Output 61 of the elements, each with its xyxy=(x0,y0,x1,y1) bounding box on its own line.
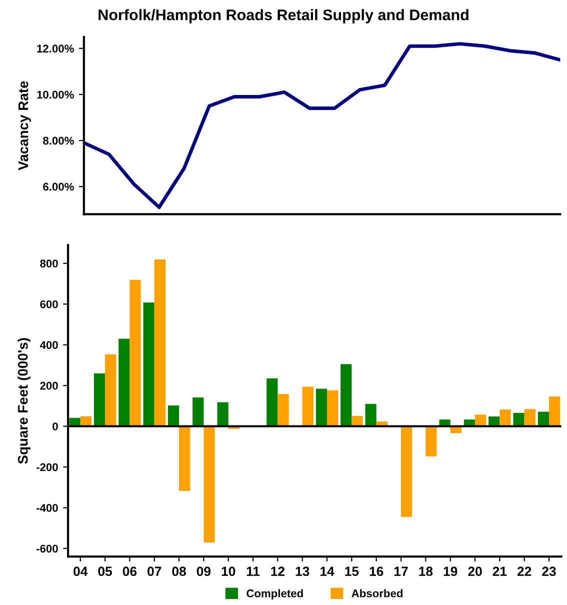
y-tick-label: -600 xyxy=(36,544,58,553)
bar xyxy=(365,404,376,426)
line-series xyxy=(84,42,560,209)
x-tick-label: 11 xyxy=(246,566,260,576)
bar xyxy=(401,426,412,517)
x-tick-label: 10 xyxy=(222,566,236,576)
x-tick-label: 20 xyxy=(468,566,482,576)
x-tick-label: 04 xyxy=(74,566,88,576)
y-tick-label: 10.00% xyxy=(37,90,74,99)
x-tick-label: 21 xyxy=(492,566,507,576)
legend-label: Completed xyxy=(246,589,303,600)
bar xyxy=(130,280,141,426)
x-tick-label: 17 xyxy=(394,566,408,576)
bar xyxy=(94,373,106,426)
x-tick-label: 19 xyxy=(444,566,458,576)
bar xyxy=(266,378,278,426)
x-tick-label: 23 xyxy=(542,566,556,576)
bar xyxy=(500,410,511,426)
bar xyxy=(340,364,352,426)
bar xyxy=(192,398,204,426)
bar xyxy=(143,302,154,426)
chart-title: Norfolk/Hampton Roads Retail Supply and Demand xyxy=(98,9,468,24)
x-tick-label: 12 xyxy=(271,566,284,576)
bar xyxy=(154,259,166,426)
x-tick-label: 13 xyxy=(296,566,310,576)
y-tick-label: -200 xyxy=(36,463,58,472)
x-tick-label: 05 xyxy=(98,566,112,576)
bar xyxy=(118,338,130,426)
x-tick-label: 22 xyxy=(517,566,532,576)
bar xyxy=(524,409,536,426)
y-tick-label: 0 xyxy=(52,422,58,430)
x-tick-label: 09 xyxy=(196,566,211,576)
x-tick-label: 16 xyxy=(370,566,384,576)
bar xyxy=(316,388,328,426)
y-tick-label: 8.00% xyxy=(43,136,74,145)
legend-label: Absorbed xyxy=(352,589,402,598)
x-tick-label: 18 xyxy=(419,566,433,576)
y-tick-label: 6.00% xyxy=(43,182,74,191)
bar xyxy=(278,394,289,426)
y-tick-label: -400 xyxy=(36,504,58,512)
bar xyxy=(426,426,437,456)
x-tick-label: 06 xyxy=(122,566,137,576)
bar xyxy=(204,426,215,543)
bar xyxy=(217,402,228,426)
y-tick-label: 200 xyxy=(40,382,58,390)
bar xyxy=(105,354,116,426)
y-tick-label: 12.00% xyxy=(37,44,74,53)
x-tick-label: 14 xyxy=(320,566,334,576)
bar xyxy=(168,405,180,426)
y-tick-label: 400 xyxy=(40,341,58,349)
bar xyxy=(549,396,560,426)
y-tick-label: 600 xyxy=(40,300,58,308)
x-tick-label: 07 xyxy=(148,566,162,576)
y-axis-title: Vacancy Rate xyxy=(18,81,31,170)
x-tick-label: 15 xyxy=(345,566,359,576)
bar xyxy=(302,386,314,426)
y-axis-title: Square Feet (000's) xyxy=(18,338,31,464)
bar xyxy=(327,390,338,426)
x-tick-label: 08 xyxy=(172,566,186,576)
y-tick-label: 800 xyxy=(40,260,58,268)
bar xyxy=(179,426,190,491)
